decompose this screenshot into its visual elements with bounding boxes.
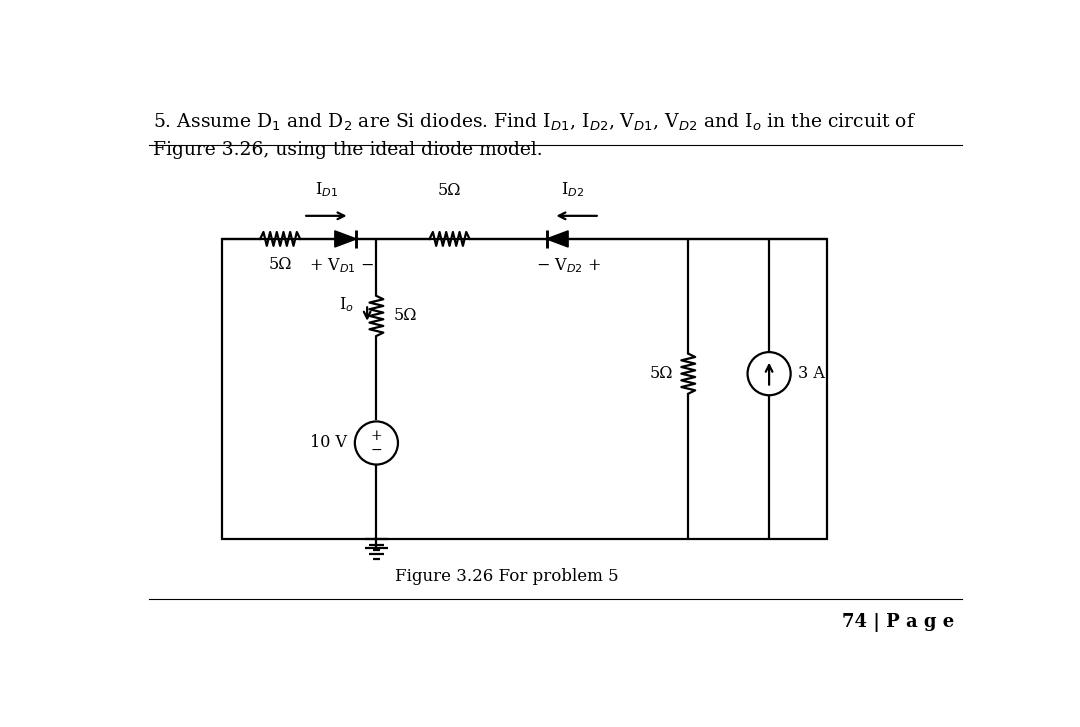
Text: 5Ω: 5Ω [649, 365, 673, 382]
Text: 74 | P a g e: 74 | P a g e [841, 613, 954, 632]
Text: 5Ω: 5Ω [437, 182, 461, 199]
Text: 3 A: 3 A [798, 365, 825, 382]
Text: I$_{D2}$: I$_{D2}$ [562, 180, 584, 199]
Text: + V$_{D1}$ −: + V$_{D1}$ − [309, 256, 375, 275]
Text: 10 V: 10 V [310, 435, 347, 451]
Text: I$_{D1}$: I$_{D1}$ [314, 180, 338, 199]
Polygon shape [335, 231, 356, 247]
Text: −: − [370, 443, 382, 457]
Bar [222, 239, 827, 539]
Text: − V$_{D2}$ +: − V$_{D2}$ + [537, 256, 602, 275]
Text: 5Ω: 5Ω [393, 308, 417, 324]
Text: 5Ω: 5Ω [269, 256, 292, 273]
Text: Figure 3.26 For problem 5: Figure 3.26 For problem 5 [395, 569, 619, 585]
Text: 5. Assume D$_1$ and D$_2$ are Si diodes. Find I$_{D1}$, I$_{D2}$, V$_{D1}$, V$_{: 5. Assume D$_1$ and D$_2$ are Si diodes.… [153, 112, 916, 159]
Text: I$_o$: I$_o$ [338, 295, 353, 314]
Text: +: + [370, 429, 382, 443]
Polygon shape [546, 231, 568, 247]
